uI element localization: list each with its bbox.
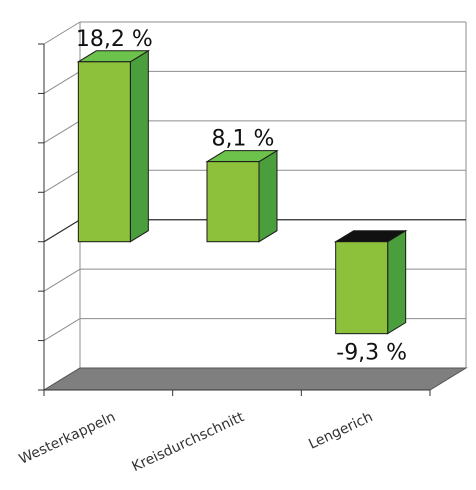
bar-kreisdurchschnitt xyxy=(205,149,279,243)
category-label: Lengerich xyxy=(306,409,375,453)
gridline-side xyxy=(43,120,81,144)
floor-layer xyxy=(42,367,468,391)
data-label: 18,2 % xyxy=(76,27,153,52)
zero-axis-side xyxy=(43,219,81,243)
chart-floor xyxy=(42,367,468,391)
bar-front xyxy=(335,241,389,335)
category-label: Kreisdurchschnitt xyxy=(130,409,248,475)
gridline-side xyxy=(43,71,81,94)
bar-front xyxy=(77,61,131,243)
bar-side xyxy=(129,49,149,243)
data-label: 8,1 % xyxy=(212,127,275,152)
bar-side xyxy=(258,149,278,243)
gridline-side xyxy=(43,169,81,193)
bar-front xyxy=(206,161,260,243)
category-labels-layer: Westerkappeln Kreisdurchschnitt Lengerich xyxy=(17,409,376,475)
gridline-side xyxy=(43,268,81,292)
bars-layer xyxy=(76,49,408,335)
bar-side xyxy=(387,229,407,335)
bar-westerkappeln xyxy=(76,49,151,243)
labels-layer: 18,2 % 8,1 % -9,3 % xyxy=(76,27,407,366)
gridline-side xyxy=(43,21,81,45)
data-label: -9,3 % xyxy=(336,341,407,366)
gridline-side xyxy=(43,318,81,341)
category-label: Westerkappeln xyxy=(17,409,118,468)
bar-lengerich xyxy=(333,229,408,335)
